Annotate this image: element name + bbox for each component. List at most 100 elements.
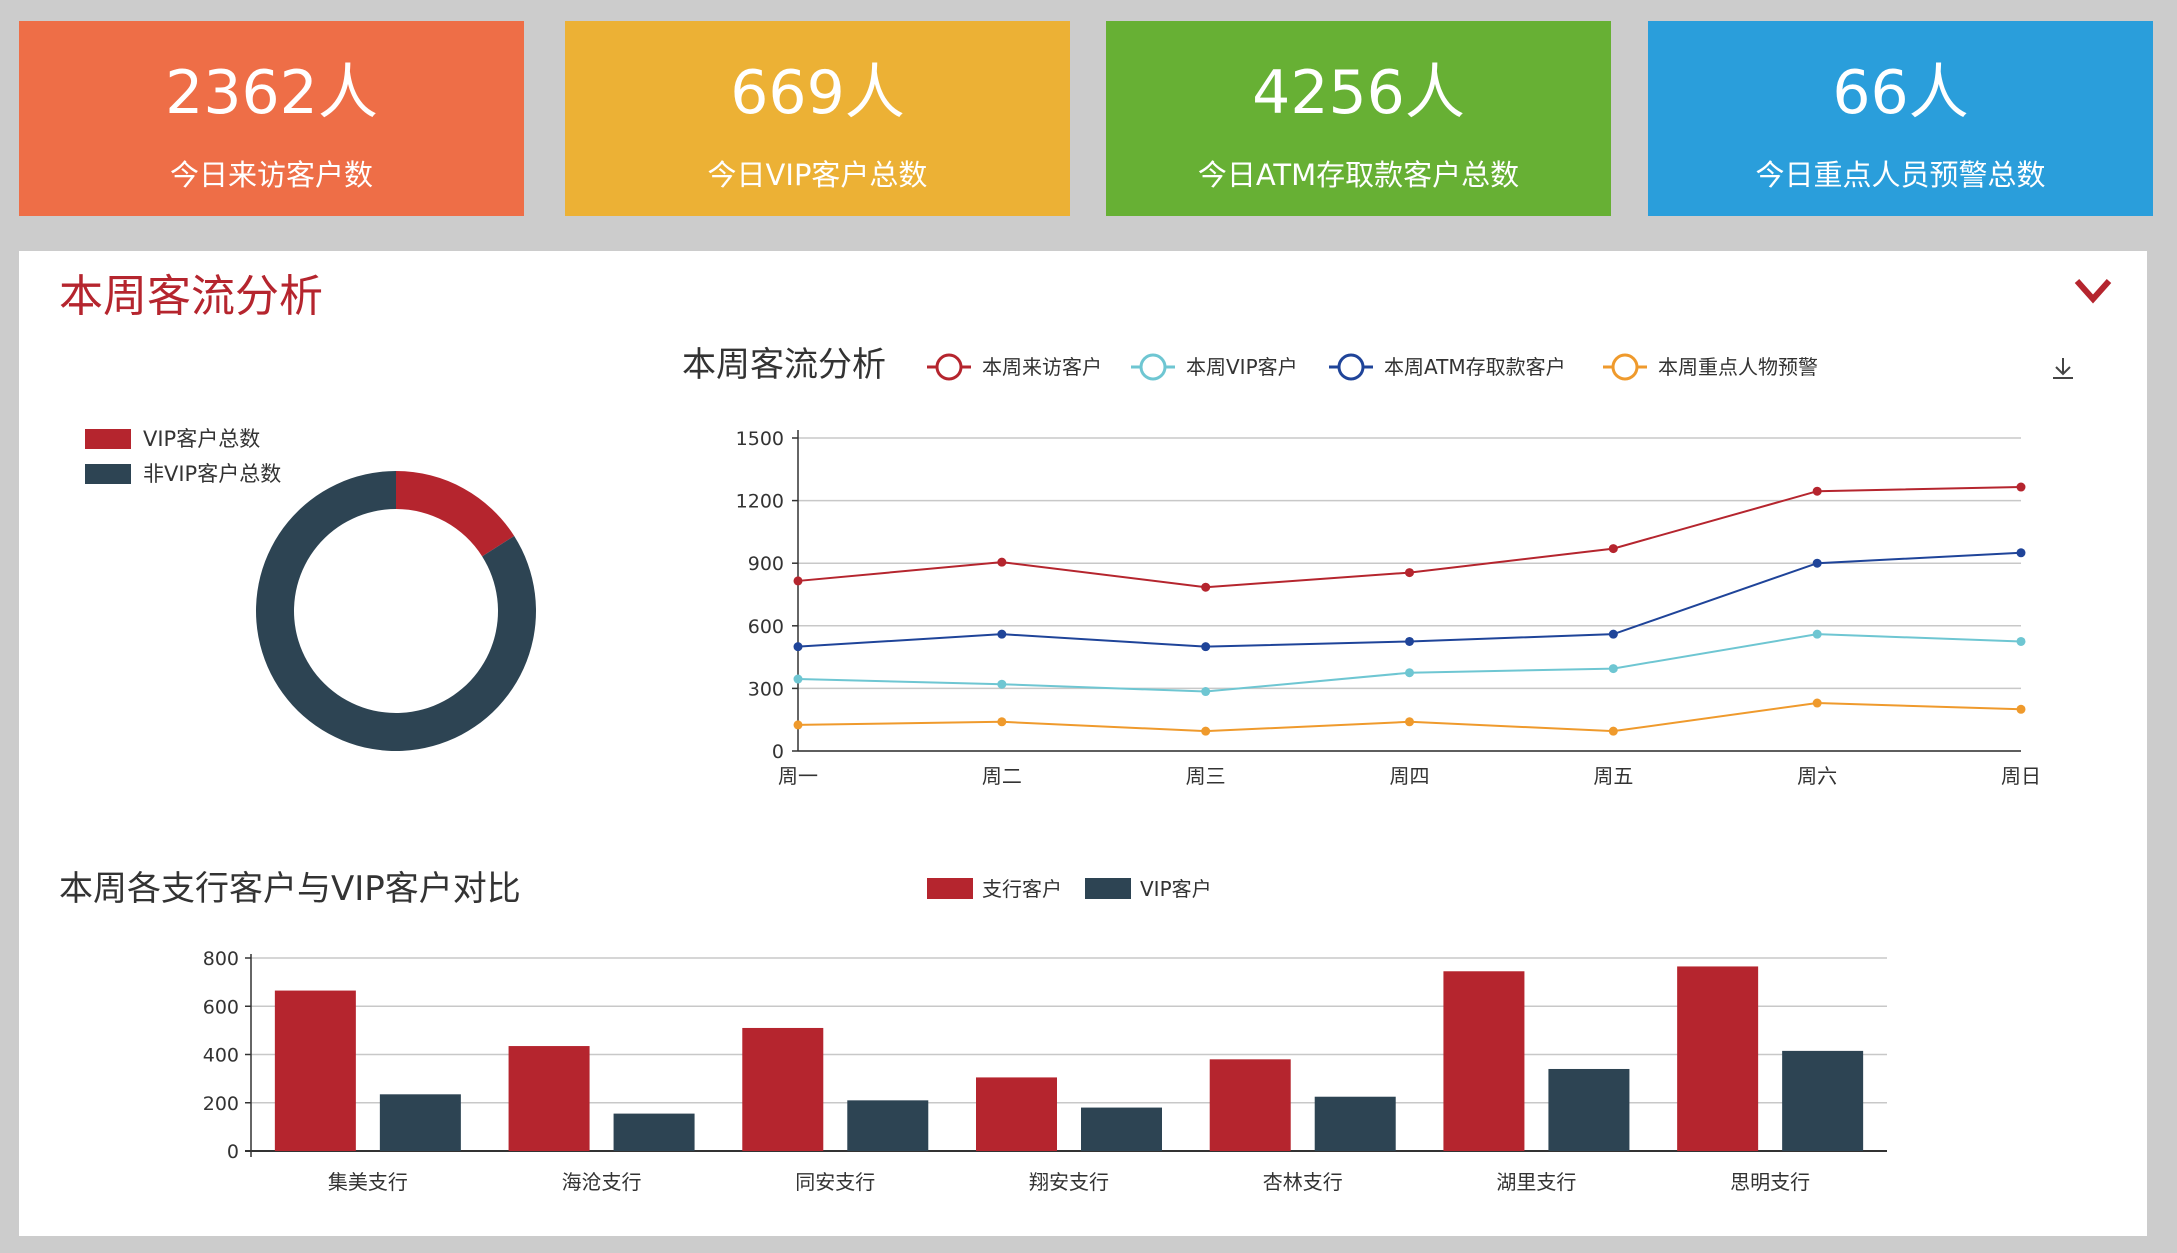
line-legend-marker	[1337, 353, 1365, 381]
bar-xtick-label: 思明支行	[1730, 1170, 1810, 1194]
bar-ytick-label: 0	[227, 1141, 239, 1163]
bar	[847, 1100, 929, 1151]
bar	[379, 1094, 461, 1151]
line-ytick-label: 0	[772, 741, 784, 763]
line-point	[1201, 582, 1211, 592]
line-chart-legend: 本周来访客户 本周VIP客户 本周ATM存取款客户 本周重点人物预警	[927, 353, 1818, 381]
donut-legend-swatch	[85, 464, 131, 484]
kpi-card-atm: 4256人 今日ATM存取款客户总数	[1106, 21, 1611, 216]
kpi-label: 今日ATM存取款客户总数	[1197, 158, 1520, 192]
kpi-card-vip: 669人 今日VIP客户总数	[565, 21, 1070, 216]
bar-chart: 本周各支行客户与VIP客户对比 支行客户 VIP客户 0 200 400 600 800 集…	[59, 869, 1887, 1194]
donut-legend-swatch	[85, 429, 131, 449]
kpi-label: 今日来访客户数	[169, 158, 373, 192]
line-point	[1812, 486, 1822, 496]
line-chart-series	[793, 482, 2026, 736]
line-point	[793, 576, 803, 586]
line-point	[997, 629, 1007, 639]
bar-ytick-label: 600	[203, 996, 239, 1018]
line-point	[793, 642, 803, 652]
bar-chart-legend: 支行客户 VIP客户	[927, 877, 1212, 901]
bar-xtick-label: 同安支行	[795, 1170, 875, 1194]
kpi-value: 4256人	[1252, 58, 1465, 128]
line-point	[2016, 548, 2026, 558]
line-point	[2016, 704, 2026, 714]
download-icon[interactable]	[2053, 358, 2073, 379]
line-point	[1201, 726, 1211, 736]
line-point	[1608, 726, 1618, 736]
line-point	[1608, 629, 1618, 639]
bar	[1081, 1107, 1162, 1151]
line-point	[793, 720, 803, 730]
kpi-label: 今日重点人员预警总数	[1755, 158, 2046, 192]
line-point	[997, 679, 1007, 689]
line-point	[1608, 544, 1618, 554]
bar	[613, 1113, 695, 1151]
line-ytick-label: 900	[748, 553, 784, 575]
line-ytick-label: 600	[748, 616, 784, 638]
kpi-value: 669人	[730, 58, 905, 128]
bar	[1782, 1050, 1864, 1151]
bar-legend-label: VIP客户	[1140, 877, 1212, 901]
line-xtick-label: 周日	[2001, 764, 2041, 788]
line-chart: 本周客流分析 本周来访客户 本周VIP客户 本周ATM存取款客户 本周重点人物预警 0…	[682, 345, 2073, 788]
line-xtick-label: 周一	[778, 764, 818, 788]
line-legend-label: 本周来访客户	[982, 355, 1102, 379]
bar-xtick-label: 海沧支行	[562, 1170, 642, 1194]
bar	[742, 1027, 824, 1151]
line-point	[1405, 668, 1414, 678]
analysis-panel: 本周客流分析 VIP客户总数 非VIP客户总数 本周客流分析 本周来访客户 本周VI…	[19, 251, 2147, 1236]
line-ytick-label: 1200	[736, 491, 784, 513]
bar-xtick-label: 湖里支行	[1496, 1170, 1576, 1194]
line-point	[997, 557, 1007, 567]
line-point	[1405, 717, 1414, 727]
kpi-value: 66人	[1832, 58, 1969, 128]
chevron-down-icon[interactable]	[2073, 275, 2113, 305]
line-point	[997, 717, 1007, 727]
line-legend-label: 本周VIP客户	[1186, 355, 1298, 379]
bar-xtick-label: 翔安支行	[1029, 1170, 1109, 1194]
line-series-path	[797, 551, 2022, 648]
bar	[1677, 966, 1759, 1151]
line-point	[1608, 664, 1618, 674]
line-point	[793, 674, 803, 684]
line-xtick-label: 周六	[1797, 764, 1837, 788]
donut-legend-label: 非VIP客户总数	[143, 462, 281, 486]
line-ytick-label: 1500	[736, 428, 784, 450]
bar-legend-label: 支行客户	[982, 877, 1062, 901]
line-legend-marker	[1139, 353, 1167, 381]
line-xtick-label: 周二	[982, 764, 1022, 788]
kpi-card-visitors: 2362人 今日来访客户数	[19, 21, 524, 216]
bar-ytick-label: 200	[203, 1093, 239, 1115]
line-point	[1201, 642, 1211, 652]
bar-xtick-label: 杏林支行	[1263, 1170, 1343, 1194]
line-chart-grid: 0 300 600 900 1200 1500 周一 周二 周三 周四 周五 周六 周日	[736, 428, 2041, 788]
bar	[976, 1077, 1057, 1151]
bar-chart-grid: 0 200 400 600 800 集美支行 海沧支行 同安支行 翔安支行 杏林支行 湖里支行 思明支…	[203, 948, 1887, 1194]
line-xtick-label: 周五	[1593, 764, 1633, 788]
line-point	[1812, 629, 1822, 639]
kpi-label: 今日VIP客户总数	[707, 158, 928, 192]
line-point	[1812, 698, 1822, 708]
bar-chart-title: 本周各支行客户与VIP客户对比	[59, 869, 521, 909]
bar	[508, 1046, 590, 1151]
bar-legend-swatch	[927, 878, 973, 899]
bar	[1548, 1068, 1630, 1151]
bar	[1314, 1096, 1396, 1151]
line-series-path	[797, 702, 2022, 733]
line-xtick-label: 周三	[1186, 764, 1226, 788]
line-point	[1812, 558, 1822, 568]
bar	[274, 990, 356, 1151]
line-point	[1405, 568, 1414, 578]
line-legend-marker	[1611, 353, 1639, 381]
kpi-value: 2362人	[165, 58, 378, 128]
bar	[1443, 971, 1525, 1151]
bar-ytick-label: 800	[203, 948, 239, 970]
line-chart-title: 本周客流分析	[682, 345, 886, 385]
line-xtick-label: 周四	[1390, 764, 1430, 788]
bar-legend-swatch	[1085, 878, 1131, 899]
donut-slice	[396, 471, 515, 557]
line-point	[1405, 636, 1414, 646]
